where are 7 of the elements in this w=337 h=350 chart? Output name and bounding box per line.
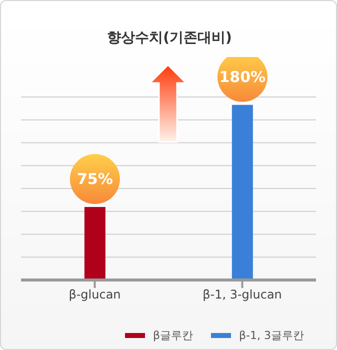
legend-label: β글루칸 <box>152 328 194 343</box>
x-tick-label: β-1, 3-glucan <box>202 288 282 302</box>
x-tick-label: β-glucan <box>68 288 121 302</box>
chart-title: 향상수치(기존대비) <box>106 29 233 47</box>
legend-label: β-1, 3글루칸 <box>238 328 304 343</box>
data-label: 75% <box>76 170 113 188</box>
data-label: 180% <box>219 68 266 86</box>
